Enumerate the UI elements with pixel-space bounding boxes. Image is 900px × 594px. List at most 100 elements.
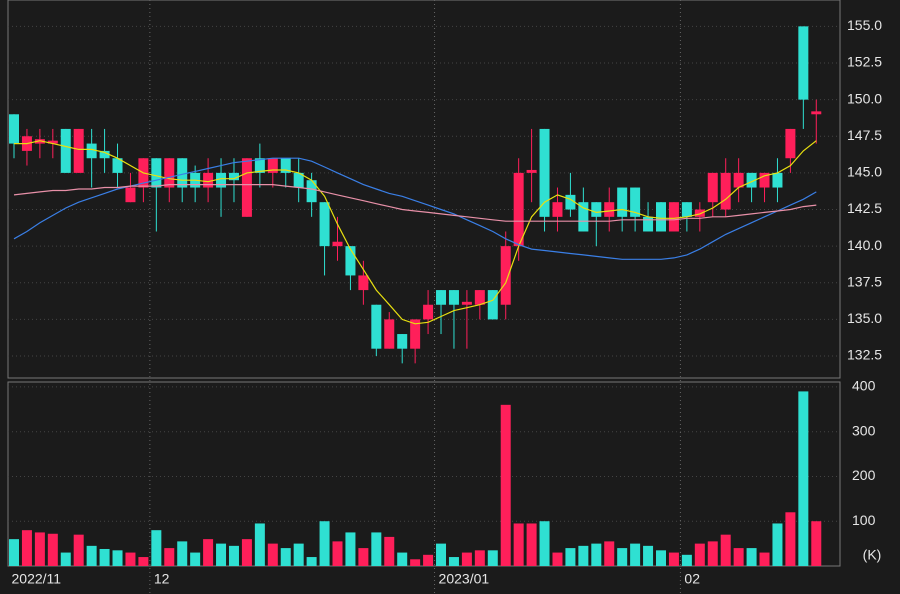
y-tick-label: 155.0 xyxy=(847,17,882,33)
candle-body xyxy=(474,290,485,305)
volume-bar xyxy=(164,548,175,566)
candle-body xyxy=(47,140,58,144)
volume-bar xyxy=(436,543,447,566)
volume-bar xyxy=(500,404,511,566)
volume-bar xyxy=(552,552,563,566)
volume-bar xyxy=(203,539,214,566)
candle-body xyxy=(694,209,705,217)
volume-bar xyxy=(254,523,265,566)
candle-body xyxy=(461,301,472,305)
volume-bar xyxy=(643,545,654,566)
y-tick-label: 150.0 xyxy=(847,90,882,106)
candle-body xyxy=(630,187,641,217)
candle-body xyxy=(254,158,265,173)
volume-bar xyxy=(293,543,304,566)
candle-body xyxy=(681,202,692,217)
volume-bar xyxy=(785,512,796,566)
volume-bar xyxy=(138,557,149,566)
volume-bar xyxy=(9,539,19,566)
y-tick-label: 100 xyxy=(852,512,876,528)
volume-bar xyxy=(371,532,382,566)
volume-bar xyxy=(604,541,615,566)
y-tick-label: 137.5 xyxy=(847,273,882,289)
candle-body xyxy=(487,290,498,320)
candle-body xyxy=(513,172,524,247)
candle-body xyxy=(371,304,382,349)
candle-body xyxy=(9,114,19,144)
y-tick-label: 152.5 xyxy=(847,54,882,70)
candle-body xyxy=(306,180,317,203)
candle-body xyxy=(772,172,783,188)
y-tick-label: 400 xyxy=(852,378,876,394)
volume-bar xyxy=(21,530,32,566)
volume-bar xyxy=(125,552,136,566)
candle-body xyxy=(164,158,175,188)
candle-body xyxy=(319,202,330,247)
candle-body xyxy=(99,150,110,159)
volume-bar xyxy=(513,523,524,566)
volume-bar xyxy=(423,554,434,566)
candle-body xyxy=(565,194,576,210)
candle-body xyxy=(539,128,550,217)
candle-body xyxy=(293,172,304,188)
candle-body xyxy=(707,172,718,203)
price-panel xyxy=(7,0,841,379)
candle-body xyxy=(617,187,628,217)
candle-body xyxy=(410,319,421,349)
volume-bar xyxy=(720,534,731,566)
candle-body xyxy=(448,290,459,305)
candle-body xyxy=(280,158,291,173)
volume-bar xyxy=(526,523,537,566)
moving-average-line xyxy=(13,157,817,260)
volume-bar xyxy=(539,521,550,566)
y-tick-label: 200 xyxy=(852,467,876,483)
candle-body xyxy=(746,172,757,188)
volume-bar xyxy=(707,541,718,566)
candle-body xyxy=(656,202,666,232)
candle-body xyxy=(668,202,679,232)
candle-body xyxy=(332,241,343,247)
volume-bar xyxy=(228,545,239,566)
volume-bar xyxy=(461,552,472,566)
y-tick-label: 142.5 xyxy=(847,200,882,216)
candle-body xyxy=(384,319,395,349)
candle-body xyxy=(720,172,731,210)
candle-body xyxy=(604,202,615,217)
volume-bar xyxy=(578,545,589,566)
volume-bar xyxy=(565,548,576,566)
volume-bar xyxy=(591,543,602,566)
volume-bar xyxy=(733,548,744,566)
volume-bar xyxy=(681,554,692,566)
y-tick-label: 135.0 xyxy=(847,310,882,326)
candle-body xyxy=(526,169,537,173)
volume-bar xyxy=(151,530,162,566)
volume-bar xyxy=(99,548,110,566)
volume-unit: (K) xyxy=(863,547,882,563)
volume-bar xyxy=(306,557,317,566)
y-tick-label: 147.5 xyxy=(847,127,882,143)
candle-body xyxy=(798,26,809,100)
volume-bar xyxy=(345,532,356,566)
volume-bar xyxy=(358,548,369,566)
moving-average-line xyxy=(13,184,817,222)
candle-body xyxy=(436,290,447,305)
volume-bar xyxy=(410,559,421,566)
x-tick-label: 12 xyxy=(154,571,170,587)
volume-bar xyxy=(112,550,123,566)
volume-bar xyxy=(280,548,291,566)
volume-bar xyxy=(73,534,84,566)
volume-bar xyxy=(448,557,459,566)
y-tick-label: 300 xyxy=(852,422,876,438)
candle-body xyxy=(733,172,744,188)
candle-body xyxy=(345,246,356,276)
volume-bar xyxy=(746,548,757,566)
x-tick-label: 02 xyxy=(684,571,700,587)
volume-bar xyxy=(656,550,666,566)
y-tick-label: 145.0 xyxy=(847,164,882,180)
candle-body xyxy=(578,202,589,232)
x-tick-label: 2022/11 xyxy=(12,571,62,587)
volume-bar xyxy=(759,552,770,566)
candle-body xyxy=(500,246,511,305)
volume-bar xyxy=(772,523,783,566)
volume-bar xyxy=(617,548,628,566)
